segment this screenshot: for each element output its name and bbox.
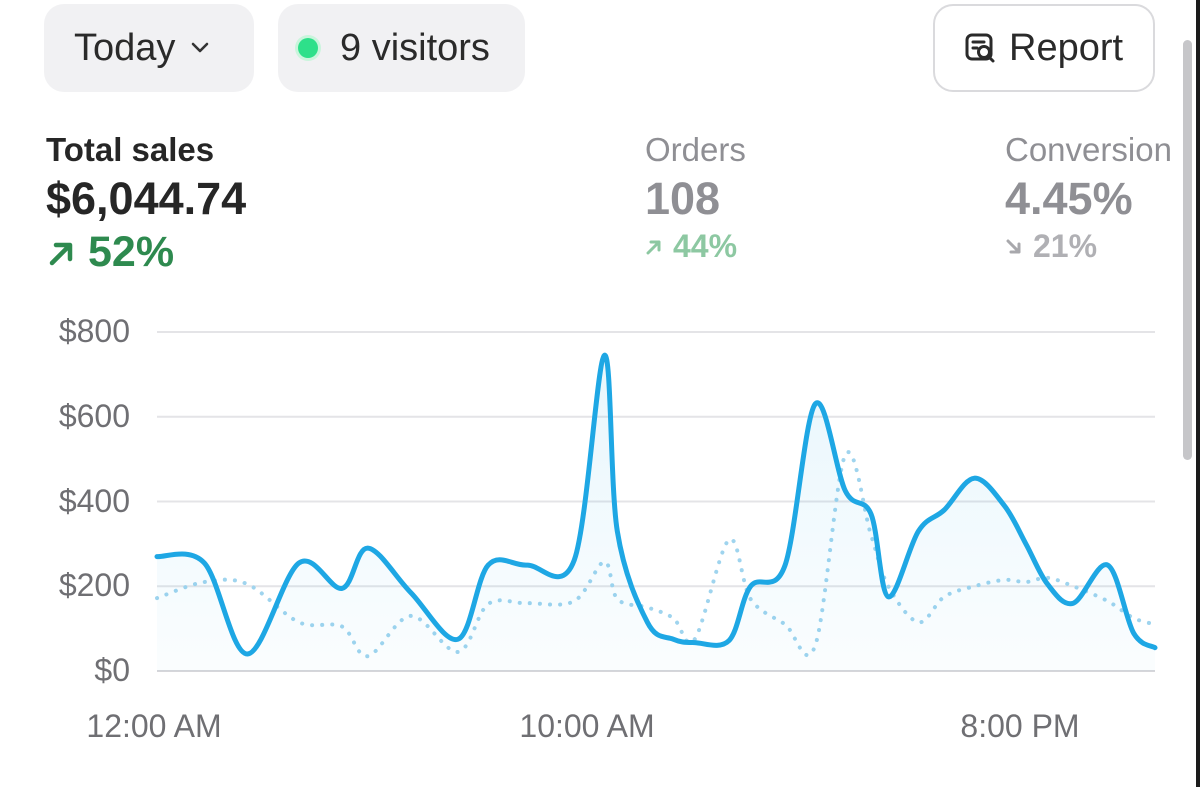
metric-change-value: 21% [1033, 228, 1098, 264]
metric-conversion[interactable]: Conversion r 4.45% 21% [1005, 130, 1200, 265]
x-tick-label: 8:00 PM [960, 708, 1080, 744]
y-tick-label: $800 [58, 313, 130, 349]
metric-label: Orders [645, 131, 746, 168]
metric-label: Total sales [46, 131, 215, 168]
arrow-up-right-icon [49, 242, 73, 265]
metric-value: $6,044.74 [46, 173, 247, 224]
y-tick-label: $400 [58, 483, 130, 519]
arrow-up-right-icon [646, 240, 661, 254]
metric-value: 4.45% [1005, 173, 1133, 224]
live-status-dot [298, 38, 318, 58]
arrow-down-right-icon [1006, 239, 1021, 253]
metric-value: 108 [645, 173, 721, 224]
report-search-icon [965, 33, 995, 63]
sales-area-fill [157, 355, 1155, 671]
metric-change: 21% [1005, 228, 1200, 265]
x-tick-label: 10:00 AM [519, 708, 655, 744]
y-tick-label: $600 [58, 398, 130, 434]
sales-series-line [154, 352, 1158, 657]
date-range-label: Today [74, 26, 176, 69]
metric-change: 44% [645, 228, 746, 265]
window-edge [1196, 0, 1200, 787]
y-tick-label: $0 [94, 652, 130, 688]
y-tick-label: $200 [58, 567, 130, 603]
metric-orders[interactable]: Orders 108 44% [645, 130, 746, 265]
report-label: Report [1009, 26, 1124, 69]
metric-total-sales[interactable]: Total sales $6,044.74 52% [46, 130, 246, 277]
live-visitors-badge[interactable]: 9 visitors [278, 4, 525, 92]
metric-change: 52% [46, 228, 246, 277]
scrollbar[interactable] [1183, 40, 1192, 460]
chevron-down-icon [192, 42, 209, 53]
date-range-dropdown[interactable]: Today [44, 4, 254, 92]
metric-change-value: 52% [88, 228, 175, 276]
visitors-count: 9 visitors [340, 26, 490, 69]
x-tick-label: 12:00 AM [86, 708, 222, 744]
report-button[interactable]: Report [933, 4, 1155, 92]
metric-label: Conversion r [1005, 131, 1193, 168]
metric-change-value: 44% [673, 228, 738, 264]
